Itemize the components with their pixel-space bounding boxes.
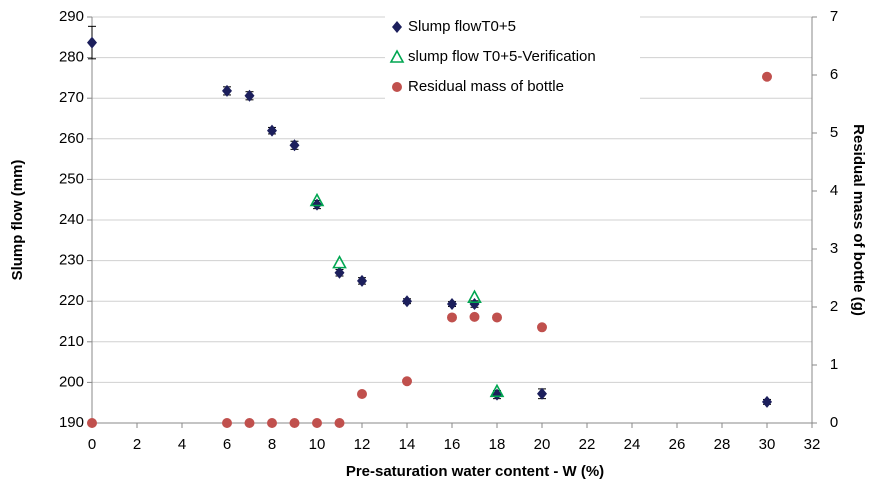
x-tick-label: 12 [354, 436, 371, 453]
circle-marker [447, 312, 457, 323]
triangle-marker [309, 192, 325, 207]
y2-tick-label: 2 [830, 298, 838, 315]
diamond-marker [537, 387, 547, 400]
diamond-marker [289, 139, 300, 152]
diamond-marker [402, 295, 412, 308]
y2-tick-label: 7 [830, 8, 838, 25]
circle-marker [267, 418, 277, 428]
y-axis-title: Slump flow (mm) [9, 160, 26, 281]
circle-marker [402, 376, 412, 387]
y2-tick-label: 6 [830, 66, 838, 83]
circle-marker [222, 418, 232, 428]
x-axis-title: Pre-saturation water content - W (%) [346, 463, 604, 480]
diamond-marker [87, 36, 97, 49]
diamond-marker [469, 298, 480, 311]
y-tick-label: 270 [59, 89, 84, 106]
x-tick-label: 28 [714, 436, 731, 453]
x-tick-label: 16 [444, 436, 461, 453]
x-tick-label: 22 [579, 436, 596, 453]
y2-tick-label: 0 [830, 414, 838, 431]
x-tick-label: 10 [309, 436, 326, 453]
legend-marker [392, 82, 402, 92]
x-tick-label: 8 [268, 436, 276, 453]
x-tick-label: 2 [133, 436, 141, 453]
circle-marker [762, 71, 772, 82]
y2-tick-label: 4 [830, 182, 838, 199]
circle-marker [469, 311, 480, 322]
y-tick-label: 240 [59, 211, 84, 228]
triangle-marker [489, 383, 505, 398]
x-tick-label: 6 [223, 436, 231, 453]
legend-label: Slump flowT0+5 [408, 18, 516, 35]
y-tick-label: 260 [59, 130, 84, 147]
legend-box [385, 4, 640, 102]
diamond-marker [222, 84, 232, 97]
x-tick-label: 26 [669, 436, 686, 453]
x-tick-label: 20 [534, 436, 551, 453]
diamond-marker [447, 298, 457, 311]
diamond-marker [312, 198, 322, 211]
legend-marker [389, 49, 405, 63]
y-tick-label: 290 [59, 8, 84, 25]
circle-marker [289, 418, 300, 428]
y2-tick-label: 3 [830, 240, 838, 257]
circle-marker [537, 322, 547, 333]
diamond-marker [267, 124, 277, 137]
y-tick-label: 230 [59, 252, 84, 269]
legend-label: slump flow T0+5-Verification [408, 48, 596, 65]
circle-marker [87, 418, 97, 428]
diamond-marker [357, 274, 367, 287]
legend-marker [392, 21, 402, 33]
x-tick-label: 24 [624, 436, 641, 453]
x-tick-label: 14 [399, 436, 416, 453]
legend-label: Residual mass of bottle [408, 78, 564, 95]
diamond-marker [334, 266, 345, 279]
x-tick-label: 18 [489, 436, 506, 453]
y-tick-label: 210 [59, 333, 84, 350]
x-tick-label: 0 [88, 436, 96, 453]
x-tick-label: 30 [759, 436, 776, 453]
y-tick-label: 190 [59, 414, 84, 431]
x-tick-label: 4 [178, 436, 186, 453]
y-tick-label: 250 [59, 170, 84, 187]
y2-tick-label: 5 [830, 124, 838, 141]
triangle-marker [332, 254, 347, 269]
diamond-marker [244, 89, 255, 102]
y-tick-label: 220 [59, 292, 84, 309]
circle-marker [244, 418, 255, 428]
diamond-marker [762, 395, 772, 408]
y-tick-label: 280 [59, 49, 84, 66]
y-tick-label: 200 [59, 373, 84, 390]
triangle-marker [467, 289, 482, 303]
circle-marker [312, 418, 322, 428]
y2-tick-label: 1 [830, 356, 838, 373]
circle-marker [334, 418, 345, 428]
circle-marker [492, 312, 502, 323]
circle-marker [357, 389, 367, 399]
x-tick-label: 32 [804, 436, 821, 453]
y2-axis-title: Residual mass of bottle (g) [850, 124, 867, 316]
